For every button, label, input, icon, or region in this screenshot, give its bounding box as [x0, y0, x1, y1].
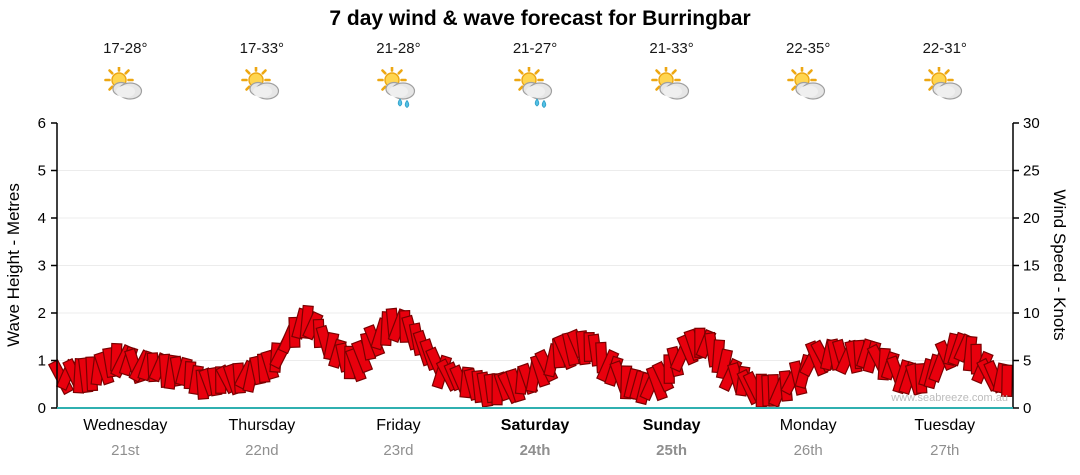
right-axis-tick-label: 10	[1023, 305, 1040, 322]
day-name: Sunday	[642, 417, 701, 434]
day-temp: 21-28°	[376, 40, 421, 57]
day-date: 27th	[930, 442, 960, 459]
left-axis-tick-label: 6	[38, 115, 46, 132]
left-axis-tick-label: 5	[38, 163, 46, 180]
day-name: Friday	[376, 417, 421, 434]
day-icon-cell	[740, 62, 877, 114]
day-temp: 21-33°	[649, 40, 694, 57]
watermark: www.seabreeze.com.au	[891, 392, 1008, 404]
right-axis-tick-label: 15	[1023, 258, 1040, 275]
day-date: 22nd	[245, 442, 279, 459]
day-date: 26th	[793, 442, 823, 459]
icons-row	[57, 62, 1013, 114]
left-axis-tick-label: 0	[38, 400, 46, 417]
temps-row: 17-28° 17-33° 21-28° 21-27° 21-33° 22-35° 22-3…	[57, 40, 1013, 57]
wind-flags	[47, 304, 1013, 408]
right-axis-tick-label: 0	[1023, 400, 1031, 417]
right-axis-tick-label: 20	[1023, 210, 1040, 227]
right-axis-ticks: 0 5 10 15 20 25 30	[1013, 115, 1040, 417]
day-temp: 21-27°	[512, 40, 558, 57]
day-icon-cell	[330, 62, 467, 114]
day-name: Thursday	[228, 417, 296, 434]
day-date: 21st	[111, 442, 140, 459]
day-name: Tuesday	[914, 417, 976, 434]
day-temp: 17-33°	[239, 40, 285, 57]
right-axis-tick-label: 5	[1023, 353, 1031, 370]
day-temp: 22-35°	[785, 40, 831, 57]
sun-cloud-icon	[787, 67, 826, 100]
sun-cloud-rain-icon	[514, 67, 553, 108]
left-axis-tick-label: 1	[38, 353, 46, 370]
left-axis-ticks: 0 1 2 3 4 5 6	[38, 115, 57, 417]
day-icon-cell	[194, 62, 331, 114]
day-name: Monday	[779, 417, 837, 434]
day-date: 25th	[656, 442, 688, 459]
day-names-row: Wednesday Thursday Friday Saturday Sunday Mon…	[57, 417, 1013, 435]
raindrops	[398, 98, 410, 108]
right-axis-title: Wind Speed - Knots	[1050, 189, 1069, 341]
sun-cloud-icon	[104, 67, 143, 100]
day-icon-cell	[57, 62, 194, 114]
day-temp: 22-31°	[922, 40, 967, 57]
day-date: 23rd	[383, 442, 414, 459]
raindrops	[534, 98, 547, 108]
day-dates-row: 21st 22nd 23rd 24th 25th 26th 27th	[57, 442, 1013, 459]
left-axis-title: Wave Height - Metres	[4, 183, 23, 347]
chart-title: 7 day wind & wave forecast for Burringba…	[329, 7, 751, 30]
right-axis-tick-label: 30	[1023, 115, 1040, 132]
right-axis-tick-label: 25	[1023, 163, 1040, 180]
sun-cloud-rain-icon	[377, 67, 416, 108]
day-temp: 17-28°	[103, 40, 148, 57]
day-date: 24th	[519, 442, 551, 459]
sun-cloud-icon	[650, 67, 689, 100]
left-axis-tick-label: 2	[38, 305, 46, 322]
left-axis-tick-label: 3	[38, 258, 46, 275]
day-icon-cell	[876, 62, 1013, 114]
day-name: Wednesday	[83, 417, 168, 434]
sun-cloud-icon	[923, 67, 962, 100]
gridlines	[57, 170, 1013, 361]
day-icon-cell	[467, 62, 604, 114]
sun-cloud-icon	[241, 67, 279, 100]
day-icon-cell	[603, 62, 740, 114]
left-axis-tick-label: 4	[38, 210, 46, 227]
day-name: Saturday	[500, 417, 570, 434]
